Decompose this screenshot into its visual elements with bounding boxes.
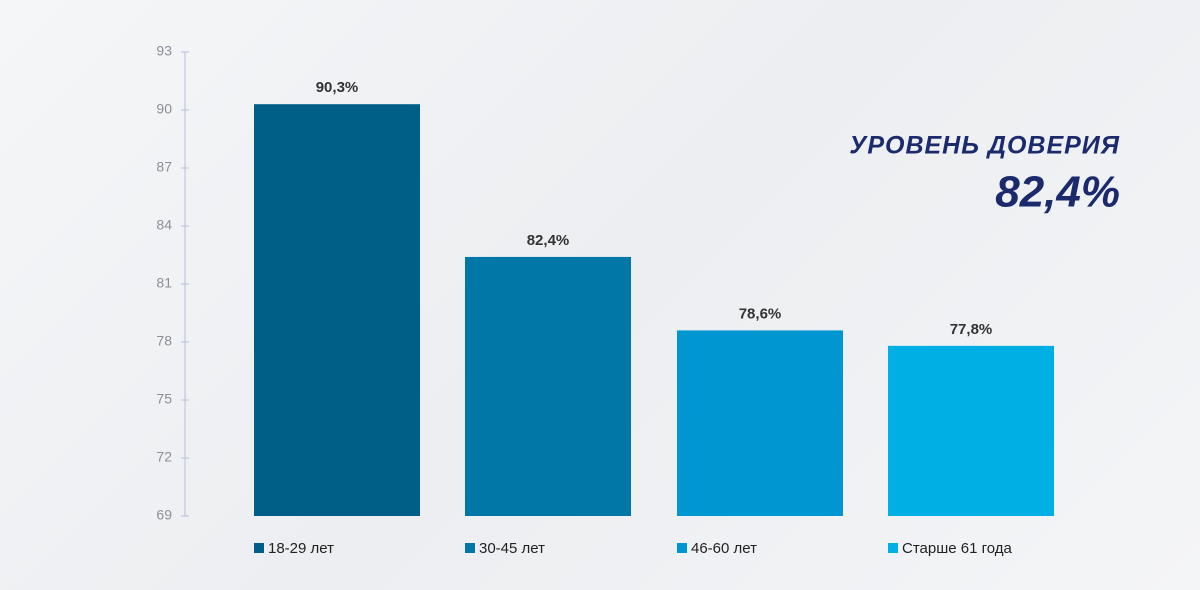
bar: [465, 256, 631, 516]
y-tick-label: 84: [156, 217, 172, 233]
legend-label: 46-60 лет: [691, 540, 757, 557]
bar: [888, 345, 1054, 516]
legend-label: 30-45 лет: [479, 540, 545, 557]
y-tick-label: 78: [156, 333, 172, 349]
y-tick-label: 81: [156, 275, 172, 291]
y-tick-label: 69: [156, 507, 172, 523]
bar: [254, 104, 420, 516]
y-tick-label: 87: [156, 159, 172, 175]
value-label: 78,6%: [739, 305, 782, 322]
legend-label: 18-29 лет: [268, 540, 334, 557]
y-tick-label: 90: [156, 101, 172, 117]
legend-swatch: [888, 543, 898, 553]
bar: [677, 330, 843, 516]
value-label: 77,8%: [950, 321, 993, 338]
legend-swatch: [677, 543, 687, 553]
y-tick-label: 75: [156, 391, 172, 407]
value-label: 82,4%: [527, 232, 570, 249]
legend-label: Старше 61 года: [902, 540, 1013, 557]
y-tick-label: 72: [156, 449, 172, 465]
annotation-title: УРОВЕНЬ ДОВЕРИЯ: [849, 132, 1120, 160]
annotation-value: 82,4%: [995, 168, 1120, 217]
value-label: 90,3%: [316, 79, 359, 96]
y-tick-label: 93: [156, 43, 172, 59]
legend-swatch: [465, 543, 475, 553]
legend-swatch: [254, 543, 264, 553]
